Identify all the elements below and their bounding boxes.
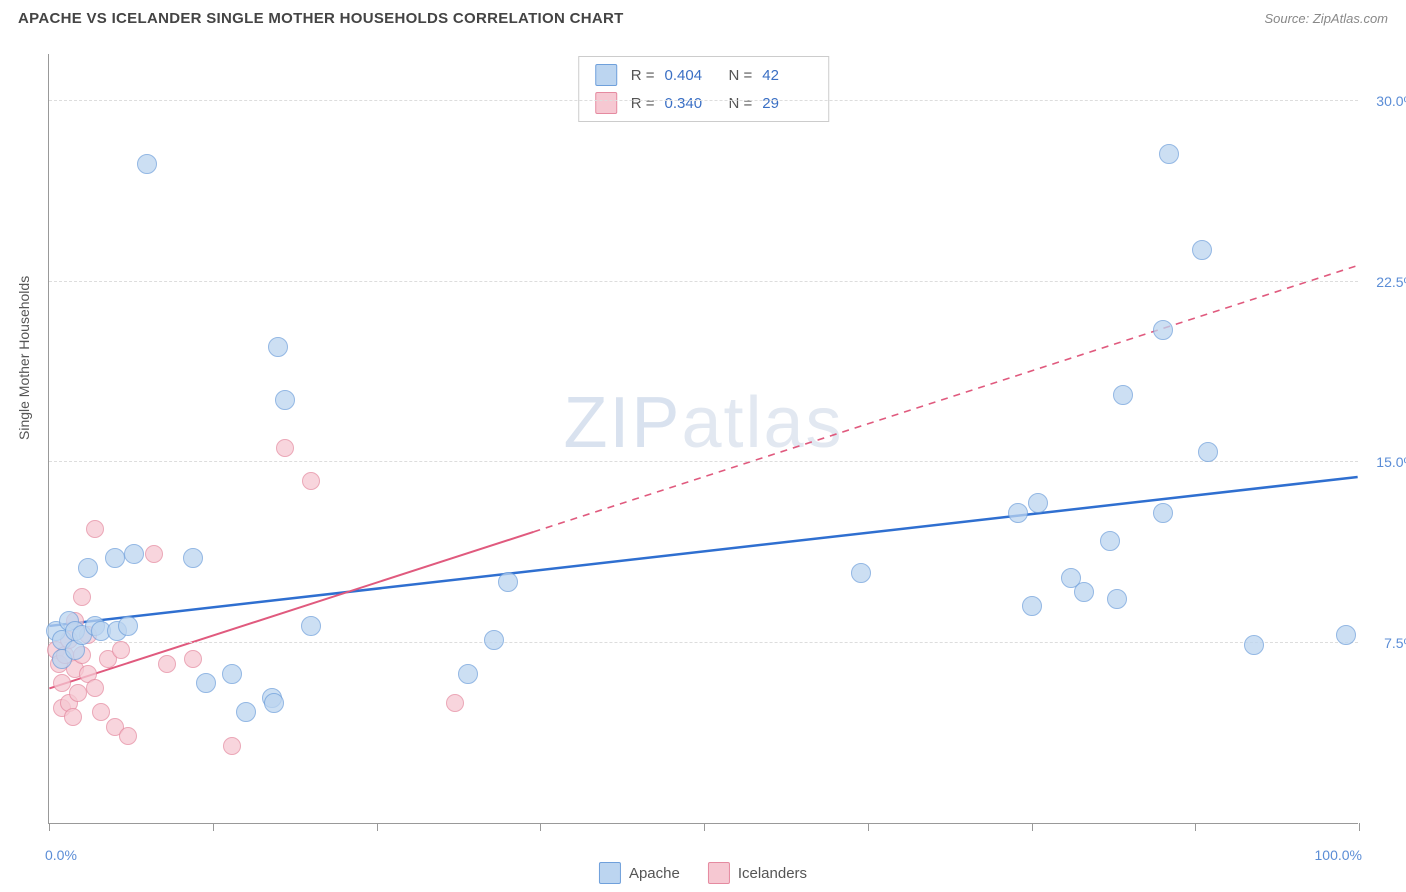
legend-row: R = 0.340 N = 29: [579, 89, 829, 117]
apache-point: [105, 548, 125, 568]
apache-point: [118, 616, 138, 636]
icelanders-point: [92, 703, 110, 721]
icelanders-point: [73, 588, 91, 606]
apache-point: [1153, 503, 1173, 523]
legend-swatch: [708, 862, 730, 884]
icelanders-point: [86, 679, 104, 697]
apache-point: [1107, 589, 1127, 609]
legend-swatch: [595, 64, 617, 86]
x-tick: [1032, 823, 1033, 831]
icelanders-point: [119, 727, 137, 745]
icelanders-point: [86, 520, 104, 538]
icelanders-point: [145, 545, 163, 563]
legend-item: Icelanders: [708, 862, 807, 884]
apache-point: [1008, 503, 1028, 523]
n-value: 29: [762, 95, 812, 112]
apache-point: [484, 630, 504, 650]
legend-swatch: [599, 862, 621, 884]
x-tick: [1195, 823, 1196, 831]
n-label: N =: [729, 67, 753, 84]
apache-point: [301, 616, 321, 636]
y-tick-label: 7.5%: [1384, 635, 1406, 651]
apache-point: [458, 664, 478, 684]
apache-point: [1100, 531, 1120, 551]
gridline: [49, 100, 1358, 101]
legend-item: Apache: [599, 862, 680, 884]
icelanders-point: [184, 650, 202, 668]
apache-point: [1074, 582, 1094, 602]
legend-row: R = 0.404 N = 42: [579, 61, 829, 89]
series-legend: Apache Icelanders: [599, 862, 807, 884]
icelanders-point: [223, 737, 241, 755]
x-tick: [540, 823, 541, 831]
x-max-label: 100.0%: [1315, 847, 1362, 863]
icelanders-point: [158, 655, 176, 673]
watermark: ZIPatlas: [563, 382, 843, 464]
icelanders-point: [302, 472, 320, 490]
icelanders-point: [64, 708, 82, 726]
legend-label: Apache: [629, 865, 680, 882]
x-tick: [1359, 823, 1360, 831]
apache-point: [1336, 625, 1356, 645]
r-label: R =: [631, 95, 655, 112]
apache-point: [275, 390, 295, 410]
gridline: [49, 642, 1358, 643]
apache-point: [236, 702, 256, 722]
apache-point: [1022, 596, 1042, 616]
apache-point: [1113, 385, 1133, 405]
n-label: N =: [729, 95, 753, 112]
apache-point: [183, 548, 203, 568]
x-min-label: 0.0%: [45, 847, 77, 863]
chart-title: APACHE VS ICELANDER SINGLE MOTHER HOUSEH…: [18, 10, 624, 27]
apache-point: [1192, 240, 1212, 260]
r-value: 0.404: [665, 67, 715, 84]
y-axis-label: Single Mother Households: [16, 276, 32, 440]
apache-point: [851, 563, 871, 583]
source-attribution: Source: ZipAtlas.com: [1264, 11, 1388, 26]
apache-point: [1244, 635, 1264, 655]
y-tick-label: 22.5%: [1376, 274, 1406, 290]
apache-point: [196, 673, 216, 693]
r-value: 0.340: [665, 95, 715, 112]
icelanders-point: [446, 694, 464, 712]
correlation-legend: R = 0.404 N = 42 R = 0.340 N = 29: [578, 56, 830, 122]
apache-point: [137, 154, 157, 174]
x-tick: [213, 823, 214, 831]
legend-swatch: [595, 92, 617, 114]
x-tick: [377, 823, 378, 831]
apache-point: [78, 558, 98, 578]
x-tick: [868, 823, 869, 831]
y-tick-label: 15.0%: [1376, 454, 1406, 470]
x-tick: [704, 823, 705, 831]
apache-point: [268, 337, 288, 357]
gridline: [49, 281, 1358, 282]
icelanders-point: [69, 684, 87, 702]
y-tick-label: 30.0%: [1376, 93, 1406, 109]
apache-point: [124, 544, 144, 564]
n-value: 42: [762, 67, 812, 84]
icelanders-point: [112, 641, 130, 659]
scatter-chart: ZIPatlas R =0.404N =42R =0.340N =29 0.0%…: [48, 54, 1358, 824]
r-label: R =: [631, 67, 655, 84]
icelanders-point: [276, 439, 294, 457]
apache-point: [264, 693, 284, 713]
apache-point: [1153, 320, 1173, 340]
gridline: [49, 461, 1358, 462]
apache-point: [498, 572, 518, 592]
apache-point: [1028, 493, 1048, 513]
x-tick: [49, 823, 50, 831]
legend-label: Icelanders: [738, 865, 807, 882]
apache-point: [1159, 144, 1179, 164]
apache-point: [1198, 442, 1218, 462]
apache-point: [222, 664, 242, 684]
